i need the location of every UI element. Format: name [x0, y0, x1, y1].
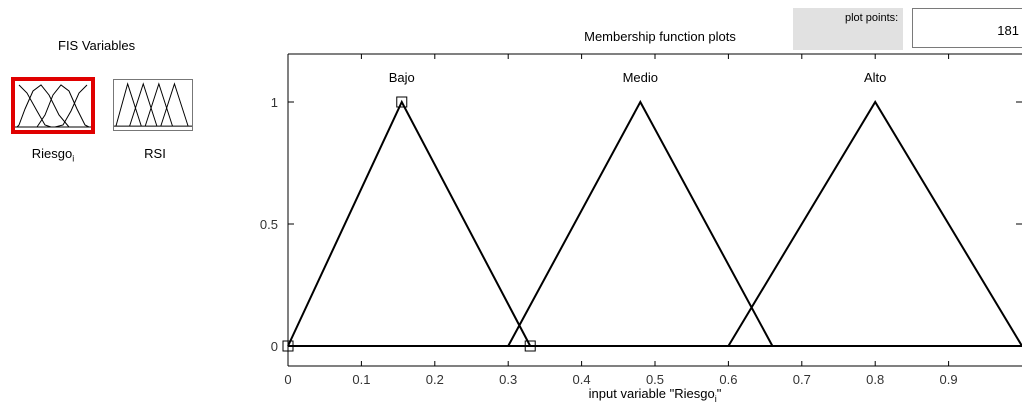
x-axis-label-suffix: "	[717, 386, 722, 401]
mf-bajo-vertex-handle	[524, 340, 536, 352]
variable-rsi-label: RSI	[144, 146, 166, 161]
variable-riesgo-label: Riesgoi	[20, 146, 86, 164]
mf-bajo-vertex-handle	[282, 340, 294, 352]
plot-points-label: plot points:	[845, 12, 899, 24]
x-tick-label: 0.5	[646, 372, 664, 387]
mf-bajo-vertex-handle	[396, 96, 408, 108]
plot-points-input[interactable]: 181	[912, 8, 1022, 48]
x-axis-label: input variable "Riesgoi"	[589, 386, 722, 404]
plot-title: Membership function plots	[584, 29, 736, 44]
variable-riesgo-subscript: i	[72, 153, 75, 164]
x-tick-label: 0.4	[573, 372, 591, 387]
x-tick-label: 0.8	[866, 372, 884, 387]
plot-points-panel	[793, 8, 903, 50]
mf-alto-label: Alto	[864, 70, 886, 85]
x-axis-label-main: input variable "Riesgo	[589, 386, 715, 401]
x-tick-label: 0.6	[719, 372, 737, 387]
output-mf-thumbnail-icon	[114, 82, 192, 127]
variable-riesgo-box[interactable]	[11, 77, 95, 134]
mf-medio-label: Medio	[623, 70, 658, 85]
x-tick-label: 0.1	[352, 372, 370, 387]
y-tick-label: 0.5	[260, 217, 278, 232]
mf-alto-line	[727, 100, 1022, 347]
mf-bajo-label: Bajo	[389, 70, 415, 85]
y-tick-label: 0	[271, 339, 278, 354]
x-tick-label: 0	[284, 372, 291, 387]
x-axis-label-subscript: i	[715, 394, 717, 404]
x-tick-label: 0.9	[940, 372, 958, 387]
y-tick-label: 1	[271, 95, 278, 110]
fis-variables-title: FIS Variables	[58, 38, 136, 53]
mf-bajo-line	[287, 99, 532, 347]
input-mf-thumbnail-icon	[15, 84, 91, 128]
mf-medio-line	[507, 99, 774, 347]
variable-rsi-box[interactable]	[113, 79, 193, 131]
variable-riesgo-name: Riesgo	[31, 146, 73, 161]
x-tick-label: 0.7	[793, 372, 811, 387]
x-tick-label: 0.3	[499, 372, 517, 387]
x-tick-label: 0.2	[426, 372, 444, 387]
